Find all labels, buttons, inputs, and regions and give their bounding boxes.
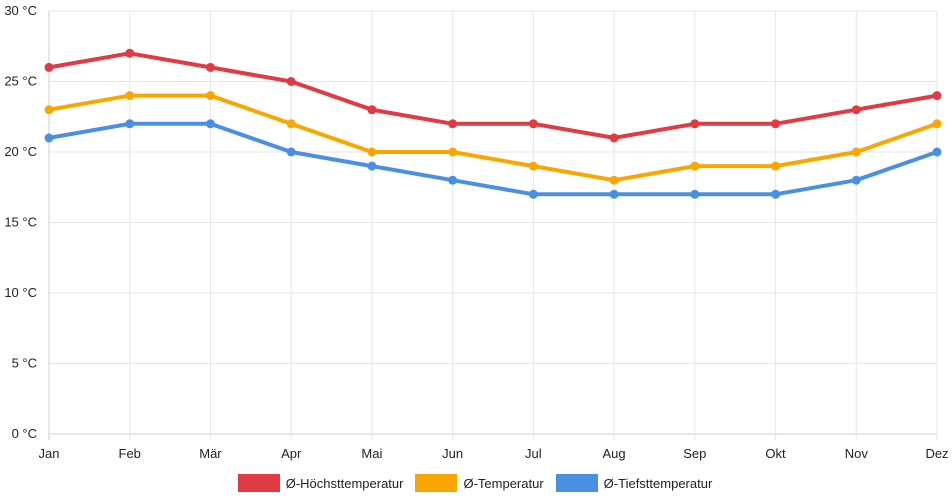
y-tick-label: 5 °C bbox=[12, 356, 37, 371]
x-tick-label: Apr bbox=[281, 446, 302, 461]
data-point bbox=[609, 189, 619, 199]
data-point bbox=[932, 147, 942, 157]
x-tick-label: Jan bbox=[39, 446, 60, 461]
data-point bbox=[367, 105, 377, 115]
data-point bbox=[528, 189, 538, 199]
y-tick-label: 30 °C bbox=[4, 3, 37, 18]
data-point bbox=[690, 189, 700, 199]
data-point bbox=[286, 119, 296, 129]
legend-swatch-max bbox=[237, 474, 280, 492]
legend-label-min: Ø-Tiefsttemperatur bbox=[603, 475, 713, 491]
y-tick-label: 10 °C bbox=[4, 285, 37, 300]
data-point bbox=[448, 119, 458, 129]
series-line-1 bbox=[47, 93, 939, 183]
x-tick-label: Jul bbox=[525, 446, 542, 461]
data-point bbox=[932, 119, 942, 129]
x-tick-label: Feb bbox=[119, 446, 141, 461]
data-point bbox=[448, 147, 458, 157]
data-point bbox=[771, 189, 781, 199]
data-point bbox=[125, 91, 135, 101]
chart-canvas: 0 °C 5 °C 10 °C 15 °C 20 °C 25 °C 30 °C Jan Feb M… bbox=[4, 3, 948, 461]
data-point bbox=[528, 161, 538, 171]
data-point bbox=[609, 133, 619, 143]
data-point bbox=[367, 147, 377, 157]
data-point bbox=[528, 119, 538, 129]
y-tick-label: 15 °C bbox=[4, 215, 37, 230]
data-point bbox=[367, 161, 377, 171]
y-tick-label: 20 °C bbox=[4, 144, 37, 159]
x-tick-label: Mär bbox=[199, 446, 222, 461]
data-point bbox=[286, 77, 296, 86]
data-point bbox=[44, 105, 54, 115]
data-point bbox=[932, 91, 942, 101]
data-point bbox=[125, 48, 135, 58]
legend-item-max[interactable]: Ø-Höchsttemperatur bbox=[237, 474, 404, 492]
y-tick-label: 0 °C bbox=[12, 426, 37, 441]
data-point bbox=[205, 62, 215, 72]
data-point bbox=[771, 161, 781, 171]
data-point bbox=[851, 105, 861, 115]
legend-swatch-min bbox=[555, 474, 598, 492]
x-tick-label: Dez bbox=[925, 446, 948, 461]
data-point bbox=[609, 175, 619, 185]
data-point bbox=[771, 119, 781, 129]
legend-label-mean: Ø-Temperatur bbox=[463, 475, 544, 491]
x-tick-label: Okt bbox=[765, 446, 786, 461]
data-point bbox=[44, 133, 54, 143]
series-line-0 bbox=[47, 51, 939, 140]
legend-label-max: Ø-Höchsttemperatur bbox=[285, 475, 404, 491]
data-point bbox=[205, 91, 215, 101]
data-point bbox=[851, 147, 861, 157]
chart-legend: Ø-Höchsttemperatur Ø-Temperatur Ø-Tiefst… bbox=[0, 470, 952, 496]
data-point bbox=[125, 119, 135, 129]
x-tick-label: Mai bbox=[361, 446, 382, 461]
data-point bbox=[690, 161, 700, 171]
x-tick-label: Jun bbox=[442, 446, 463, 461]
x-tick-label: Sep bbox=[683, 446, 706, 461]
data-point bbox=[286, 147, 296, 157]
legend-swatch-mean bbox=[415, 474, 458, 492]
data-point bbox=[44, 62, 54, 72]
x-tick-label: Aug bbox=[603, 446, 626, 461]
data-point bbox=[205, 119, 215, 129]
legend-item-min[interactable]: Ø-Tiefsttemperatur bbox=[555, 474, 713, 492]
data-point bbox=[690, 119, 700, 129]
data-point bbox=[448, 175, 458, 185]
legend-item-mean[interactable]: Ø-Temperatur bbox=[415, 474, 544, 492]
series-line-2 bbox=[47, 121, 939, 197]
x-tick-label: Nov bbox=[845, 446, 869, 461]
y-tick-label: 25 °C bbox=[4, 74, 37, 89]
data-point bbox=[851, 175, 861, 185]
